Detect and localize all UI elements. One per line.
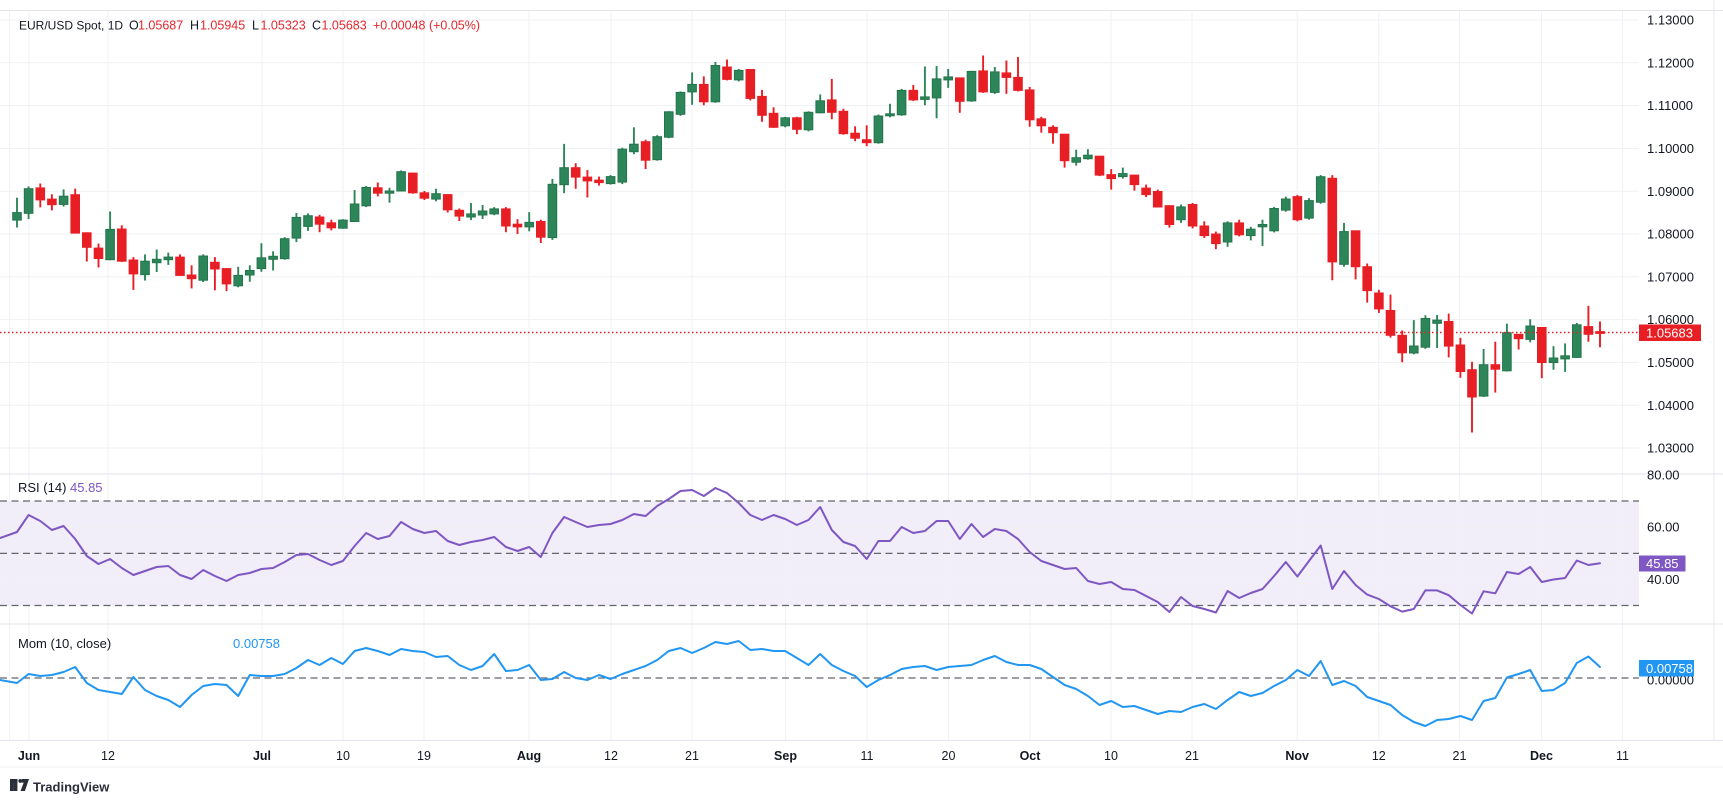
svg-text:Sep: Sep [774,749,797,763]
svg-text:Dec: Dec [1530,749,1553,763]
svg-text:EUR/USD Spot, 1D: EUR/USD Spot, 1D [19,19,123,33]
svg-text:1.05683: 1.05683 [322,19,367,33]
svg-text:21: 21 [1185,749,1199,763]
svg-text:21: 21 [1453,749,1467,763]
svg-text:1.03000: 1.03000 [1647,441,1694,456]
svg-text:Jun: Jun [18,749,40,763]
svg-text:1.05683: 1.05683 [1646,325,1693,340]
svg-text:10: 10 [336,749,350,763]
svg-text:H: H [190,19,199,33]
svg-text:21: 21 [685,749,699,763]
svg-text:80.00: 80.00 [1647,468,1680,483]
svg-text:1.05687: 1.05687 [138,19,183,33]
svg-text:TradingView: TradingView [33,780,110,795]
svg-text:1.04000: 1.04000 [1647,398,1694,413]
svg-text:0.00758: 0.00758 [1646,661,1693,676]
svg-text:O: O [129,19,139,33]
svg-text:+0.00048 (+0.05%): +0.00048 (+0.05%) [373,19,480,33]
svg-text:1.11000: 1.11000 [1647,98,1693,113]
svg-text:12: 12 [101,749,115,763]
svg-text:Nov: Nov [1285,749,1309,763]
svg-text:RSI (14): RSI (14) [18,480,66,495]
svg-text:Mom (10, close): Mom (10, close) [18,636,111,651]
svg-text:1.05945: 1.05945 [200,19,245,33]
svg-text:12: 12 [1372,749,1386,763]
svg-text:Oct: Oct [1020,749,1042,763]
svg-text:60.00: 60.00 [1647,520,1680,535]
svg-text:Jul: Jul [253,749,271,763]
svg-text:20: 20 [942,749,956,763]
svg-text:L: L [252,19,259,33]
svg-text:1.06000: 1.06000 [1647,312,1694,327]
svg-text:1.08000: 1.08000 [1647,227,1694,242]
svg-text:1.10000: 1.10000 [1647,141,1694,156]
svg-text:1.09000: 1.09000 [1647,184,1694,199]
svg-text:19: 19 [417,749,431,763]
svg-text:1.13000: 1.13000 [1647,13,1694,28]
svg-text:1.05323: 1.05323 [261,19,306,33]
svg-text:1.07000: 1.07000 [1647,269,1694,284]
svg-text:1.12000: 1.12000 [1647,55,1694,70]
svg-text:45.85: 45.85 [70,480,103,495]
svg-text:C: C [312,19,321,33]
svg-text:Aug: Aug [517,749,541,763]
svg-text:40.00: 40.00 [1647,572,1680,587]
svg-text:12: 12 [604,749,618,763]
svg-text:11: 11 [1616,749,1629,763]
svg-text:0.00758: 0.00758 [233,636,280,651]
svg-text:1.05000: 1.05000 [1647,355,1694,370]
svg-text:10: 10 [1104,749,1118,763]
svg-text:11: 11 [861,749,874,763]
svg-text:45.85: 45.85 [1646,556,1679,571]
